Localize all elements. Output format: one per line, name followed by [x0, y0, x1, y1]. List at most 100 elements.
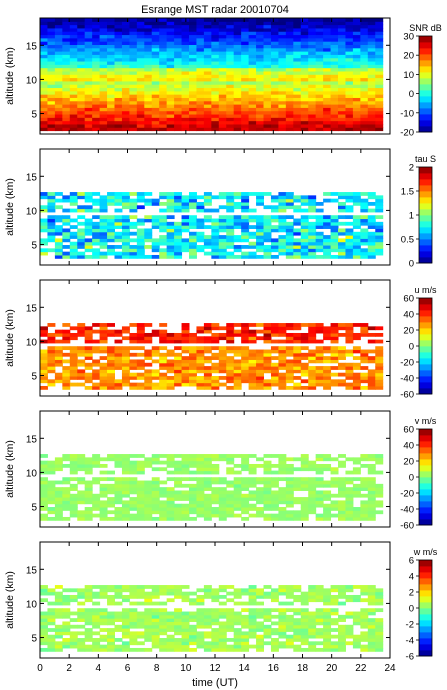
- heatmap-cell: [196, 621, 205, 626]
- heatmap-cell: [84, 37, 93, 42]
- heatmap-cell: [241, 107, 250, 112]
- heatmap-cell: [338, 591, 346, 596]
- heatmap-cell: [293, 362, 302, 367]
- heatmap-cell: [233, 477, 242, 482]
- heatmap-cell: [375, 74, 384, 79]
- x-tick-label: 2: [66, 663, 72, 674]
- heatmap-cell: [196, 457, 205, 462]
- colorbar-tick-label: 10: [403, 70, 414, 81]
- heatmap-cell: [241, 235, 250, 239]
- heatmap-cell: [99, 198, 108, 203]
- heatmap-cell: [375, 51, 384, 55]
- heatmap-cell: [233, 323, 242, 327]
- heatmap-cell: [345, 631, 354, 636]
- heatmap-cell: [40, 27, 48, 32]
- heatmap-cell: [248, 467, 257, 472]
- heatmap-cell: [233, 591, 242, 596]
- heatmap-cell: [84, 218, 93, 223]
- heatmap-cell: [323, 624, 332, 629]
- heatmap-cell: [92, 24, 101, 29]
- heatmap-cell: [375, 362, 384, 367]
- heatmap-cell: [226, 638, 235, 642]
- heatmap-cell: [166, 644, 175, 649]
- heatmap-cell: [136, 359, 145, 364]
- heatmap-cell: [315, 454, 324, 458]
- heatmap-cell: [248, 254, 257, 259]
- colorbar-segment: [419, 447, 432, 454]
- heatmap-cell: [107, 123, 115, 128]
- heatmap-cell: [151, 245, 160, 249]
- heatmap-cell: [40, 228, 48, 233]
- heatmap-cell: [293, 205, 302, 210]
- heatmap-cell: [367, 97, 376, 102]
- colorbar-segment: [419, 328, 432, 335]
- heatmap-cell: [211, 123, 220, 128]
- heatmap-cell: [218, 382, 227, 387]
- heatmap-cell: [352, 585, 361, 589]
- heatmap-cell: [375, 107, 384, 112]
- heatmap-cell: [129, 127, 138, 132]
- heatmap-cell: [226, 500, 235, 505]
- heatmap-cell: [121, 221, 130, 226]
- heatmap-cell: [248, 631, 257, 636]
- heatmap-cell: [323, 503, 332, 508]
- heatmap-cell: [211, 248, 220, 253]
- heatmap-cell: [77, 64, 86, 69]
- colorbar-segment: [419, 477, 432, 484]
- heatmap-cell: [107, 201, 115, 206]
- heatmap-cell: [136, 80, 145, 85]
- heatmap-cell: [196, 47, 205, 52]
- heatmap-cell: [315, 369, 324, 374]
- heatmap-cell: [151, 84, 160, 89]
- heatmap-cell: [107, 588, 115, 593]
- heatmap-cell: [233, 369, 242, 374]
- heatmap-cell: [121, 47, 130, 52]
- heatmap-cell: [107, 107, 115, 112]
- heatmap-cell: [62, 215, 71, 220]
- heatmap-cell: [315, 24, 324, 29]
- heatmap-cell: [99, 120, 108, 125]
- heatmap-cell: [174, 362, 183, 367]
- heatmap-cell: [196, 57, 205, 62]
- heatmap-cell: [114, 31, 123, 36]
- heatmap-cell: [62, 608, 71, 613]
- heatmap-cell: [84, 339, 93, 344]
- heatmap-cell: [114, 594, 123, 599]
- heatmap-cell: [345, 628, 354, 632]
- heatmap-cell: [136, 221, 145, 226]
- heatmap-cell: [62, 104, 71, 108]
- heatmap-cell: [196, 460, 205, 465]
- heatmap-cell: [144, 47, 153, 52]
- heatmap-cell: [226, 470, 235, 475]
- heatmap-cell: [256, 241, 265, 246]
- heatmap-cell: [40, 490, 48, 495]
- heatmap-cell: [159, 487, 168, 491]
- heatmap-cell: [226, 323, 235, 327]
- heatmap-cell: [367, 359, 376, 364]
- heatmap-cell: [196, 601, 205, 606]
- heatmap-cell: [151, 359, 160, 364]
- heatmap-cell: [189, 123, 197, 128]
- heatmap-cell: [323, 238, 332, 243]
- heatmap-cell: [159, 631, 168, 636]
- heatmap-cell: [300, 352, 309, 357]
- heatmap-cell: [300, 90, 309, 95]
- heatmap-cell: [107, 90, 115, 95]
- heatmap-cell: [248, 634, 257, 639]
- heatmap-cell: [69, 31, 78, 36]
- heatmap-cell: [62, 198, 71, 203]
- heatmap-cell: [285, 221, 294, 226]
- heatmap-cell: [345, 97, 354, 102]
- heatmap-cell: [203, 31, 212, 36]
- heatmap-cell: [256, 362, 265, 367]
- heatmap-cell: [241, 326, 250, 331]
- heatmap-cell: [285, 61, 294, 65]
- heatmap-cell: [352, 192, 361, 196]
- heatmap-cell: [226, 70, 235, 75]
- heatmap-cell: [360, 493, 369, 498]
- heatmap-cell: [226, 628, 235, 632]
- heatmap-cell: [233, 483, 242, 488]
- heatmap-cell: [144, 634, 153, 639]
- heatmap-cell: [211, 594, 220, 599]
- heatmap-cell: [136, 100, 145, 105]
